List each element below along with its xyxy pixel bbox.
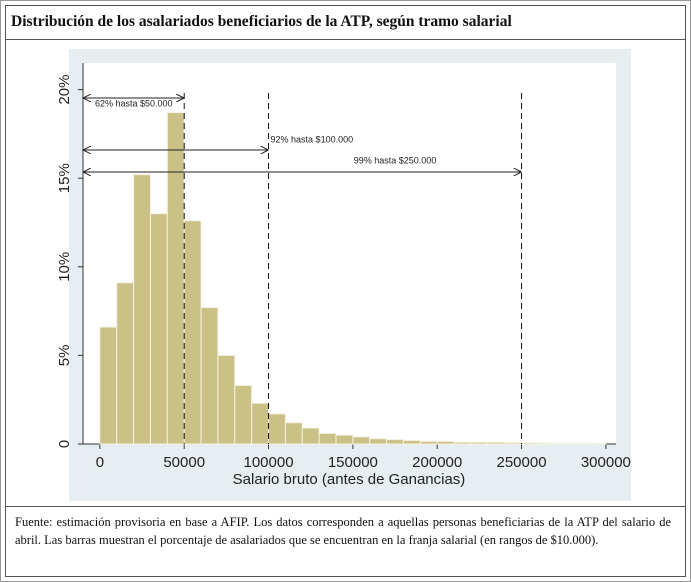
y-tick-label: 10% (56, 252, 73, 282)
frame (5, 5, 686, 577)
bar (234, 385, 253, 445)
x-tick-label: 300000 (581, 454, 631, 471)
bar (268, 413, 286, 445)
y-tick-label: 5% (56, 345, 73, 367)
bar (251, 402, 270, 445)
bar (504, 442, 523, 445)
annotation-label: 92% hasta $100.000 (271, 134, 354, 144)
bar (537, 442, 556, 445)
x-tick-label: 100000 (244, 454, 294, 471)
rule (5, 39, 686, 40)
bar (419, 440, 438, 445)
bar (453, 441, 472, 445)
footnote: Fuente: estimación provisoria en base a … (15, 515, 671, 547)
bar (149, 213, 168, 445)
bar (487, 441, 506, 445)
bar (217, 354, 236, 445)
x-tick-label: 0 (96, 454, 104, 471)
rule (5, 506, 686, 507)
bar (436, 440, 455, 445)
x-axis-title: Salario bruto (antes de Ganancias) (233, 471, 466, 488)
bar (318, 432, 337, 445)
annotation-label: 62% hasta $50.000 (95, 98, 173, 108)
bar (352, 436, 371, 445)
bar (588, 442, 607, 445)
x-tick-label: 250000 (497, 454, 547, 471)
x-tick-label: 150000 (328, 454, 378, 471)
bar (386, 439, 404, 445)
bar (521, 442, 539, 445)
chart: Salario bruto (antes de Ganancias) 0 5% 10… (56, 49, 631, 501)
bar (402, 439, 421, 445)
y-tick-label: 0 (56, 440, 73, 448)
bar (554, 442, 573, 445)
bar (470, 441, 489, 445)
bar (369, 438, 388, 445)
bar (301, 427, 320, 445)
bar (166, 112, 185, 445)
bar (183, 220, 202, 445)
annotation-label: 99% hasta $250.000 (354, 155, 437, 165)
bar (200, 307, 219, 445)
bar (133, 174, 151, 445)
y-tick-label: 15% (56, 163, 73, 193)
bar (116, 282, 135, 445)
bar (335, 434, 354, 445)
y-tick-label: 20% (56, 75, 73, 105)
x-tick-label: 50000 (163, 454, 205, 471)
chart-title: Distribución de los asalariados benefici… (11, 13, 512, 30)
bar (99, 326, 118, 445)
bar (571, 442, 590, 445)
x-tick-label: 200000 (412, 454, 462, 471)
bar (284, 422, 303, 445)
